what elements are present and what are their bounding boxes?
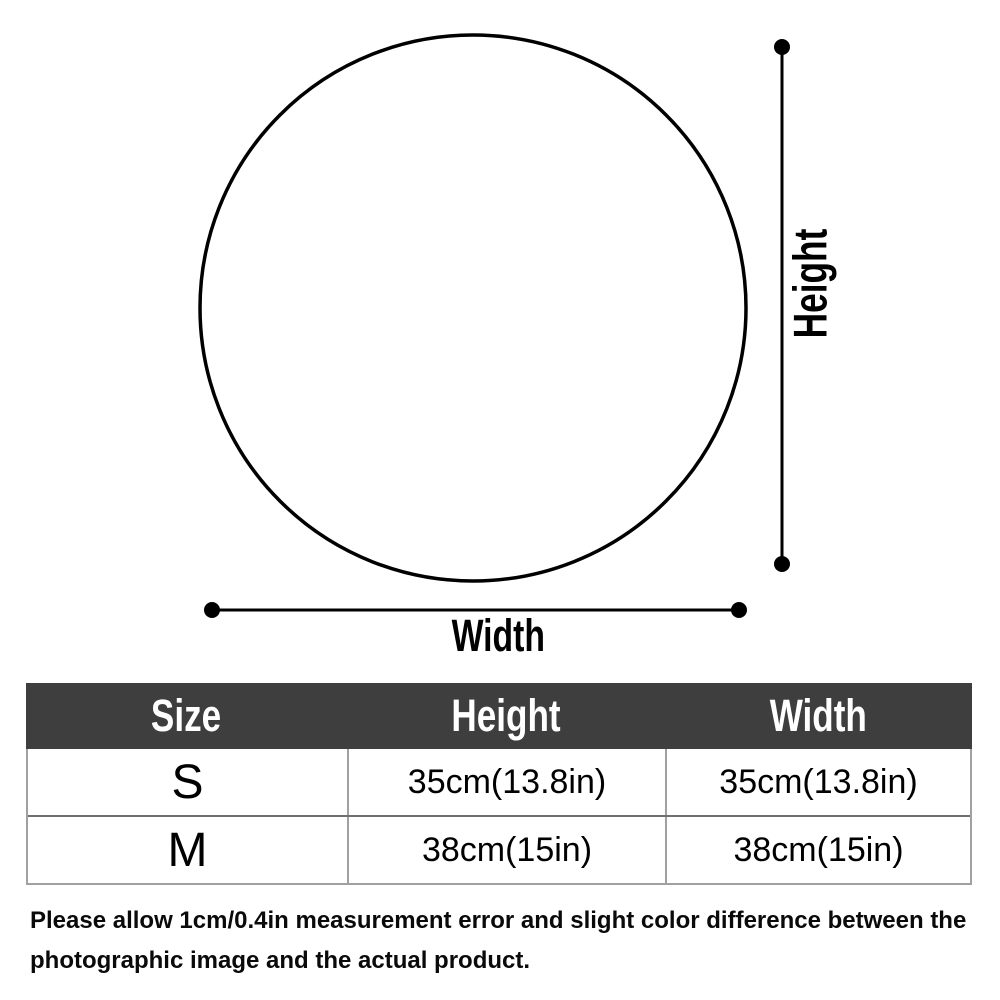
measurement-disclaimer: Please allow 1cm/0.4in measurement error… (30, 901, 980, 981)
cell-s-height-text: 35cm(13.8in) (407, 762, 607, 801)
dimension-diagram (198, 33, 790, 618)
size-table-header-size: Size (26, 683, 347, 749)
disclaimer-line-1: Please allow 1cm/0.4in measurement error… (30, 907, 967, 934)
height-line-top-dot (774, 39, 790, 55)
cell-m-height: 38cm(15in) (347, 817, 665, 883)
width-dimension-label: Width (378, 612, 618, 660)
height-line-bottom-dot (774, 556, 790, 572)
height-dimension-label: Height (735, 133, 885, 433)
size-table-header-height: Height (347, 683, 665, 749)
disclaimer-line-2: photographic image and the actual produc… (30, 947, 531, 974)
table-row-size-s: S 35cm(13.8in) 35cm(13.8in) (28, 749, 970, 815)
cell-s-size: S (28, 749, 347, 815)
table-row-size-m: M 38cm(15in) 38cm(15in) (28, 815, 970, 883)
cell-m-width: 38cm(15in) (665, 817, 970, 883)
width-line-left-dot (204, 602, 220, 618)
size-table-header-width: Width (665, 683, 972, 749)
cell-s-size-text: S (171, 755, 204, 809)
cell-m-size: M (28, 817, 347, 883)
cell-s-height: 35cm(13.8in) (347, 749, 665, 815)
width-line-right-dot (731, 602, 747, 618)
height-dimension-label-text: Height (783, 228, 837, 338)
size-table-header-row: Size Height Width (26, 683, 972, 749)
cell-m-size-text: M (167, 823, 208, 877)
cell-s-width: 35cm(13.8in) (665, 749, 970, 815)
size-table-header-width-text: Width (769, 690, 868, 741)
size-table-header-size-text: Size (151, 690, 222, 741)
cell-m-width-text: 38cm(15in) (733, 830, 904, 869)
size-table-header-height-text: Height (451, 690, 561, 741)
cell-m-height-text: 38cm(15in) (421, 830, 593, 869)
cell-s-width-text: 35cm(13.8in) (719, 762, 918, 801)
width-dimension-label-text: Width (451, 610, 545, 661)
size-table-body: S 35cm(13.8in) 35cm(13.8in) M 38cm(15in)… (26, 749, 972, 885)
product-shape-circle (198, 33, 748, 583)
